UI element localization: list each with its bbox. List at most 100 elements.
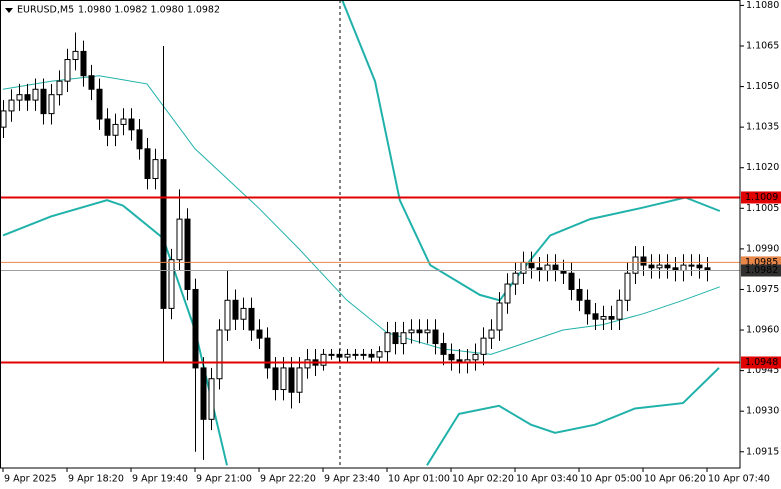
candle-body	[96, 88, 103, 120]
candle-body	[384, 332, 391, 353]
x-tick-label: 10 Apr 06:20	[644, 474, 706, 485]
candle-body	[568, 272, 575, 290]
candle-body	[408, 329, 415, 334]
y-tick-label: 1.0930	[746, 406, 779, 417]
candle-body	[88, 75, 95, 90]
candle-body	[144, 148, 151, 180]
candle-body	[376, 351, 383, 358]
candle-body	[224, 299, 231, 331]
level-label-bg	[741, 264, 781, 277]
x-tick-label: 10 Apr 01:00	[388, 474, 450, 485]
candle-body	[32, 88, 39, 101]
candle-body	[280, 367, 287, 391]
level-label: 1.0982	[745, 265, 778, 276]
candle-body	[360, 353, 367, 356]
candle-body	[520, 261, 527, 274]
plot-frame	[0, 0, 741, 469]
quote: 1.0980 1.0982 1.0980 1.0982	[78, 5, 220, 16]
candle-body	[16, 94, 23, 101]
candle-body	[344, 353, 351, 358]
menu-arrow[interactable]	[5, 8, 13, 13]
x-tick-label: 9 Apr 22:20	[260, 474, 316, 485]
candle-body	[616, 299, 623, 320]
candle-body	[416, 329, 423, 334]
candle-body	[544, 264, 551, 272]
candle-body	[304, 359, 311, 369]
candle-body	[424, 329, 431, 334]
candle-body	[272, 367, 279, 391]
level-label: 1.0985	[745, 257, 778, 268]
candle-body	[56, 80, 63, 96]
candle-body	[296, 367, 303, 393]
candle-body	[400, 332, 407, 345]
candle-body	[440, 343, 447, 355]
candle-body	[680, 264, 687, 272]
x-tick-label: 10 Apr 03:40	[516, 474, 578, 485]
candle-body	[40, 88, 47, 115]
candle-body	[104, 118, 111, 136]
candle-body	[600, 316, 607, 320]
candle-body	[264, 337, 271, 369]
y-tick-label: 1.0975	[746, 284, 779, 295]
y-tick-label: 1.1050	[746, 81, 779, 92]
candle-body	[592, 313, 599, 320]
candle-body	[688, 264, 695, 267]
candle-body	[248, 307, 255, 331]
y-tick-label: 1.1005	[746, 203, 779, 214]
candle-body	[648, 264, 655, 269]
level-label: 1.0948	[745, 357, 778, 368]
y-tick-label: 1.0990	[746, 243, 779, 254]
candle-body	[576, 288, 583, 301]
candle-body	[496, 302, 503, 331]
candle-body	[72, 50, 79, 61]
x-tick-label: 9 Apr 21:00	[196, 474, 252, 485]
candle-body	[184, 218, 191, 290]
candle-body	[624, 272, 631, 301]
candle-body	[504, 283, 511, 304]
candle-body	[584, 299, 591, 315]
x-tick-label: 10 Apr 02:20	[452, 474, 514, 485]
candle-body	[0, 110, 7, 128]
candle-body	[328, 353, 335, 356]
candle-body	[640, 256, 647, 266]
candle-body	[120, 118, 127, 125]
candle-body	[8, 99, 15, 112]
candle-body	[336, 353, 343, 358]
y-tick-label: 1.0960	[746, 325, 779, 336]
candle-body	[152, 159, 159, 180]
candle-body	[432, 329, 439, 345]
candle-body	[256, 329, 263, 339]
y-tick-label: 1.1080	[746, 0, 779, 11]
candle-body	[472, 353, 479, 361]
candle-body	[208, 378, 215, 420]
candle-body	[480, 337, 487, 355]
level-label-bg	[741, 356, 781, 369]
candle-body	[664, 264, 671, 269]
candle-body	[632, 256, 639, 274]
candle-body	[656, 264, 663, 269]
x-tick-label: 9 Apr 18:20	[68, 474, 124, 485]
candle-body	[288, 367, 295, 393]
level-label-bg	[741, 191, 781, 204]
x-tick-label: 9 Apr 2025	[4, 474, 57, 485]
candle-body	[192, 288, 199, 369]
candle-body	[128, 118, 135, 131]
candle-body	[48, 94, 55, 115]
y-tick-label: 1.1035	[746, 122, 779, 133]
x-tick-label: 10 Apr 05:00	[580, 474, 642, 485]
candle-body	[64, 59, 71, 82]
candle-body	[448, 353, 455, 361]
candle-body	[232, 299, 239, 320]
candle-body	[392, 332, 399, 345]
candle-body	[528, 261, 535, 269]
candle-body	[488, 329, 495, 339]
candle-body	[696, 264, 703, 269]
candle-body	[168, 259, 175, 309]
y-tick-label: 1.0915	[746, 446, 779, 457]
level-label: 1.1009	[745, 192, 778, 203]
y-tick-label: 1.1020	[746, 162, 779, 173]
candle-body	[368, 353, 375, 358]
